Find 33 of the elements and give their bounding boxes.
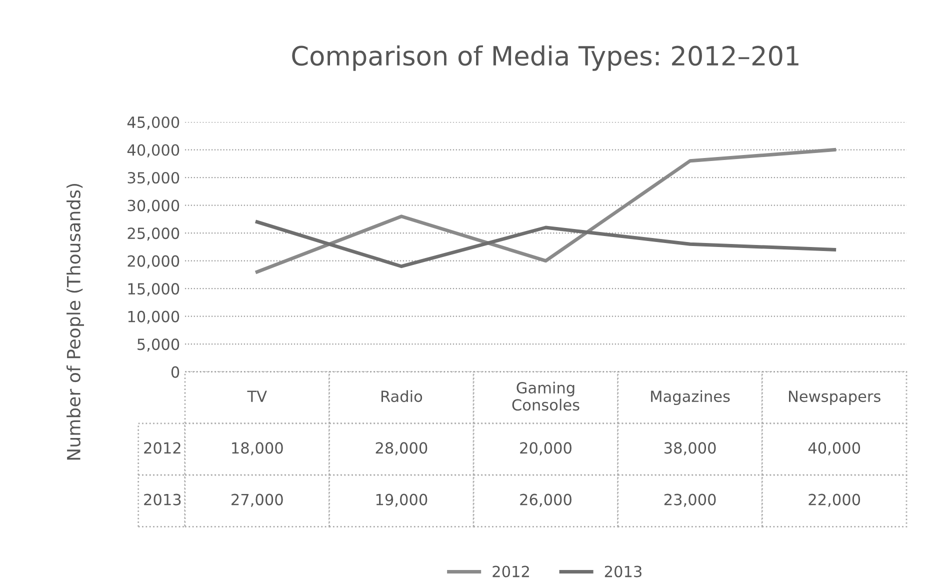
y-tick-label: 15,000 xyxy=(128,283,180,296)
legend-label: 2013 xyxy=(604,566,642,578)
y-tick-label: 0 xyxy=(171,366,180,378)
data-label: 23,000 xyxy=(664,494,716,507)
data-label: 27,000 xyxy=(232,494,283,507)
x-tick-label: TV xyxy=(247,390,267,402)
data-label: 40,000 xyxy=(808,442,860,456)
y-tick-label: 45,000 xyxy=(127,116,180,130)
y-tick-label: 20,000 xyxy=(128,255,180,268)
data-label: 38,000 xyxy=(664,442,716,456)
y-tick-label: 5,000 xyxy=(138,338,180,352)
data-label: 18,000 xyxy=(232,442,283,456)
y-tick-label: 30,000 xyxy=(128,200,180,213)
y-axis-title: Number of People (Thousands) xyxy=(66,184,84,460)
y-tick-label: 35,000 xyxy=(128,172,180,186)
legend-label: 2012 xyxy=(492,566,529,578)
y-tick-label: 25,000 xyxy=(128,228,180,241)
data-label: 26,000 xyxy=(520,494,572,507)
data-label: 19,000 xyxy=(376,494,428,507)
x-tick-label: Gaming Consoles xyxy=(512,382,580,411)
x-tick-label: Newspapers xyxy=(789,390,880,406)
data-label: 20,000 xyxy=(520,442,572,456)
line-series xyxy=(255,148,836,274)
data-label: 22,000 xyxy=(808,494,860,507)
y-tick-label: 10,000 xyxy=(128,310,180,324)
text: 2013 xyxy=(144,494,181,506)
x-tick-label: Magazines xyxy=(651,390,730,406)
text: 2012 xyxy=(144,442,180,454)
chart-title: Comparison of Media Types: 2012–201 xyxy=(292,45,798,71)
data-label: 28,000 xyxy=(376,442,428,456)
line-series xyxy=(255,220,836,268)
x-tick-label: Radio xyxy=(381,390,422,402)
y-tick-label: 40,000 xyxy=(127,144,180,158)
